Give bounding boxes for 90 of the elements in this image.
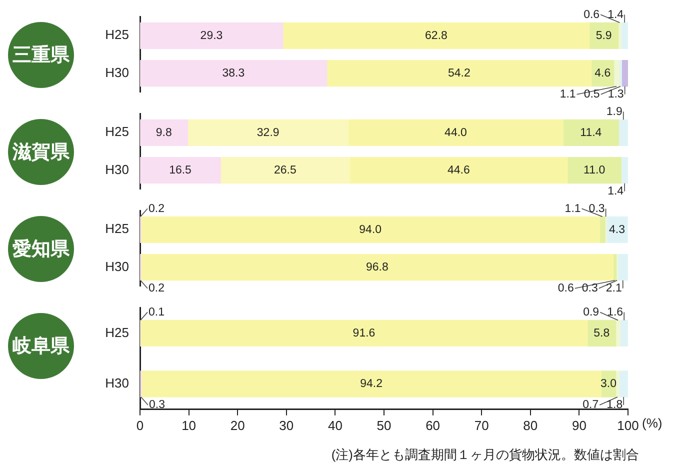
- text: 三重県: [8, 22, 74, 88]
- y-tick-label: H25: [105, 124, 129, 140]
- data-label: 44.0: [444, 126, 467, 139]
- bar: [350, 157, 568, 184]
- data-label: 38.3: [222, 68, 245, 80]
- data-label: 0.1: [148, 306, 164, 318]
- bar: [618, 119, 628, 146]
- x-tick-label: 90: [572, 418, 586, 433]
- data-label: 4.6: [594, 68, 611, 80]
- data-label: 0.7: [582, 399, 599, 412]
- data-label: 4.3: [609, 224, 626, 236]
- bar: [326, 60, 592, 87]
- y-tick-label: H25: [105, 221, 129, 236]
- data-label: 0.6: [584, 8, 600, 21]
- bar: [140, 254, 614, 281]
- data-label: 1.8: [606, 399, 623, 412]
- data-label: 1.9: [606, 106, 622, 118]
- data-label: 5.9: [596, 30, 612, 42]
- bar: [141, 370, 602, 398]
- bar: [282, 22, 590, 49]
- bar: [140, 157, 221, 184]
- bar: [562, 119, 620, 146]
- data-label: 3.0: [600, 378, 616, 390]
- text: (注)各年とも調査期間１ヶ月の貨物状況。数値は割合: [331, 446, 639, 464]
- data-label: 1.1: [564, 202, 581, 215]
- data-label: 16.5: [169, 164, 192, 177]
- data-label: 26.5: [274, 164, 296, 177]
- x-axis-title: (%): [642, 415, 662, 430]
- data-label: 0.2: [148, 202, 164, 215]
- data-label: 11.0: [584, 164, 606, 177]
- data-label: 9.8: [156, 126, 172, 139]
- y-tick-label: H25: [105, 27, 129, 42]
- bar: [599, 216, 606, 243]
- bar: [140, 22, 284, 49]
- data-label: 1.3: [608, 88, 624, 101]
- bar: [614, 60, 620, 87]
- data-label: 0.3: [148, 399, 165, 412]
- data-label: 0.5: [584, 88, 600, 101]
- data-label: 0.6: [558, 282, 574, 295]
- y-tick-label: H30: [105, 376, 129, 391]
- data-label: 1.6: [607, 306, 624, 318]
- data-label: 44.6: [447, 164, 470, 177]
- bar: [348, 119, 564, 146]
- data-label: 91.6: [352, 327, 376, 340]
- data-label: 62.8: [425, 30, 448, 42]
- data-label: 32.9: [256, 126, 280, 139]
- bar: [220, 157, 350, 184]
- data-label: 1.4: [608, 8, 624, 21]
- y-tick-label: H25: [105, 324, 129, 340]
- data-label: 94.0: [359, 224, 382, 236]
- bar: [140, 216, 600, 243]
- x-tick-label: 30: [279, 418, 294, 433]
- data-label: 0.9: [583, 306, 600, 318]
- text: 愛知県: [8, 216, 74, 282]
- data-label: 0.3: [588, 202, 605, 215]
- x-tick-label: 70: [474, 418, 489, 433]
- x-tick-label: 10: [182, 418, 196, 433]
- data-label: 2.1: [606, 282, 622, 295]
- data-label: 5.8: [594, 327, 610, 340]
- data-label: 0.2: [148, 282, 164, 295]
- bar: [618, 370, 628, 398]
- data-label: 1.1: [560, 88, 576, 101]
- data-label: 1.4: [608, 186, 624, 198]
- data-label: 94.2: [360, 378, 383, 390]
- x-tick-label: 20: [230, 418, 245, 433]
- data-label: 96.8: [366, 262, 388, 274]
- bar: [620, 157, 628, 184]
- bar: [140, 60, 328, 87]
- y-tick-label: H30: [105, 162, 129, 177]
- x-tick-label: 40: [328, 418, 342, 433]
- data-label: 54.2: [448, 68, 470, 80]
- bar: [617, 254, 628, 281]
- data-label: 11.4: [580, 126, 602, 139]
- bar: [620, 22, 628, 49]
- x-tick-label: 100: [617, 418, 639, 433]
- x-tick-label: 0: [136, 418, 144, 433]
- bar: [567, 157, 622, 184]
- y-tick-label: H30: [105, 64, 129, 80]
- x-tick-label: 50: [376, 418, 392, 433]
- bar: [140, 119, 188, 146]
- bar: [187, 119, 349, 146]
- text: 岐阜県: [8, 312, 74, 378]
- bar: [140, 320, 588, 347]
- x-tick-label: 60: [426, 418, 440, 433]
- y-tick-label: H30: [105, 258, 129, 274]
- x-tick-label: 80: [523, 418, 538, 433]
- data-label: 0.3: [582, 282, 598, 295]
- bar: [620, 320, 628, 347]
- data-label: 29.3: [200, 30, 223, 42]
- text: 滋賀県: [8, 118, 74, 184]
